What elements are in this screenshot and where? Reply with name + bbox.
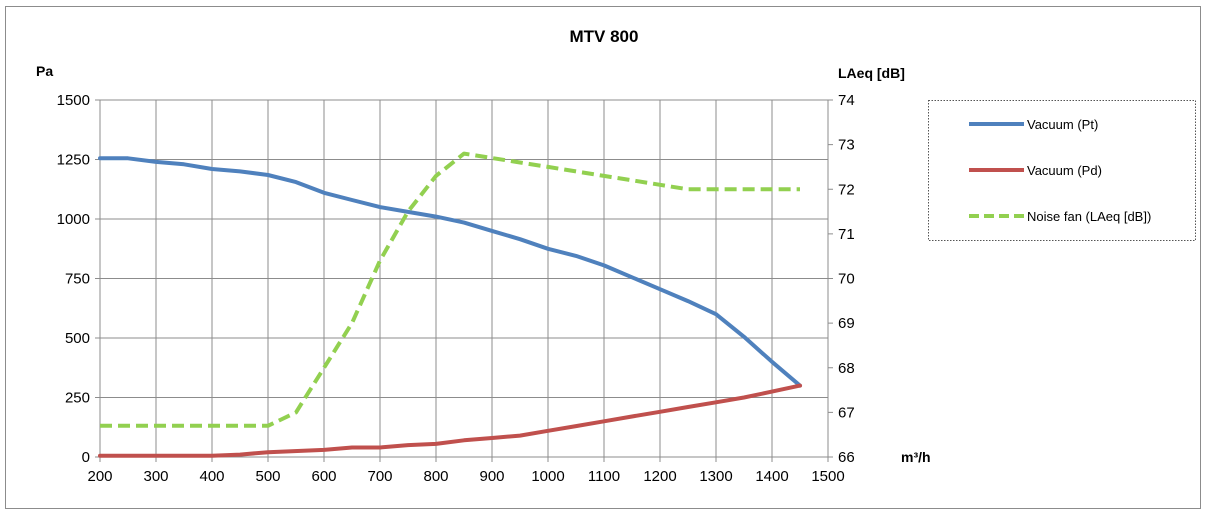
x-tick-label: 1500 — [811, 468, 844, 485]
y-left-tick-label: 1000 — [57, 211, 90, 228]
y-right-tick-label: 69 — [838, 315, 855, 332]
legend-label-1: Vacuum (Pd) — [1027, 163, 1102, 178]
y-right-axis-label: LAeq [dB] — [838, 65, 905, 81]
series-line-0 — [98, 156, 802, 388]
x-tick-label: 800 — [423, 468, 448, 485]
plot-area — [99, 99, 829, 458]
y-left-tick-label: 0 — [82, 449, 90, 466]
y-left-tick-label: 500 — [65, 330, 90, 347]
series-line-2 — [100, 151, 800, 428]
x-axis-label: m³/h — [901, 449, 931, 465]
tick-label-layer: 200 300 400 500 600 700 800 900 1000 1100 1200 1300… — [57, 92, 855, 485]
legend-label-2: Noise fan (LAeq [dB]) — [1027, 209, 1151, 224]
x-tick-label: 500 — [255, 468, 280, 485]
x-tick-label: 1400 — [755, 468, 788, 485]
legend-label-0: Vacuum (Pt) — [1027, 117, 1098, 132]
x-tick-label: 600 — [311, 468, 336, 485]
chart-border — [5, 6, 1201, 509]
y-right-tick-label: 74 — [838, 92, 855, 109]
x-tick-label: 1100 — [588, 468, 620, 485]
series-layer — [98, 151, 802, 458]
legend: Vacuum (Pt) Vacuum (Pd) Noise fan (LAeq [d… — [928, 100, 1196, 241]
x-tick-label: 400 — [199, 468, 224, 485]
y-left-axis-label: Pa — [36, 63, 53, 79]
x-tick-label: 200 — [87, 468, 112, 485]
series-line-1 — [98, 383, 802, 458]
y-left-tick-label: 1250 — [57, 152, 90, 169]
x-tick-label: 700 — [367, 468, 392, 485]
x-tick-label: 300 — [143, 468, 168, 485]
y-right-tick-label: 72 — [838, 181, 855, 198]
y-right-tick-label: 66 — [838, 449, 855, 466]
x-tick-label: 900 — [479, 468, 504, 485]
y-right-tick-label: 71 — [838, 226, 855, 243]
chart-title: MTV 800 — [570, 27, 639, 46]
y-left-tick-label: 750 — [65, 271, 90, 288]
y-left-tick-label: 1500 — [57, 92, 90, 109]
y-left-tick-label: 250 — [65, 390, 90, 407]
x-tick-label: 1000 — [531, 468, 564, 485]
y-right-tick-label: 67 — [838, 404, 855, 421]
y-right-tick-label: 73 — [838, 137, 855, 154]
y-right-tick-label: 68 — [838, 360, 855, 377]
y-right-tick-label: 70 — [838, 271, 855, 288]
x-tick-label: 1300 — [699, 468, 732, 485]
x-tick-label: 1200 — [643, 468, 676, 485]
